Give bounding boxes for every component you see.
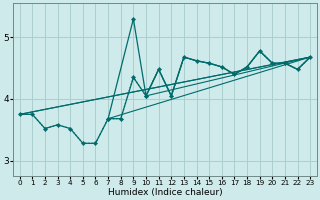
X-axis label: Humidex (Indice chaleur): Humidex (Indice chaleur): [108, 188, 222, 197]
